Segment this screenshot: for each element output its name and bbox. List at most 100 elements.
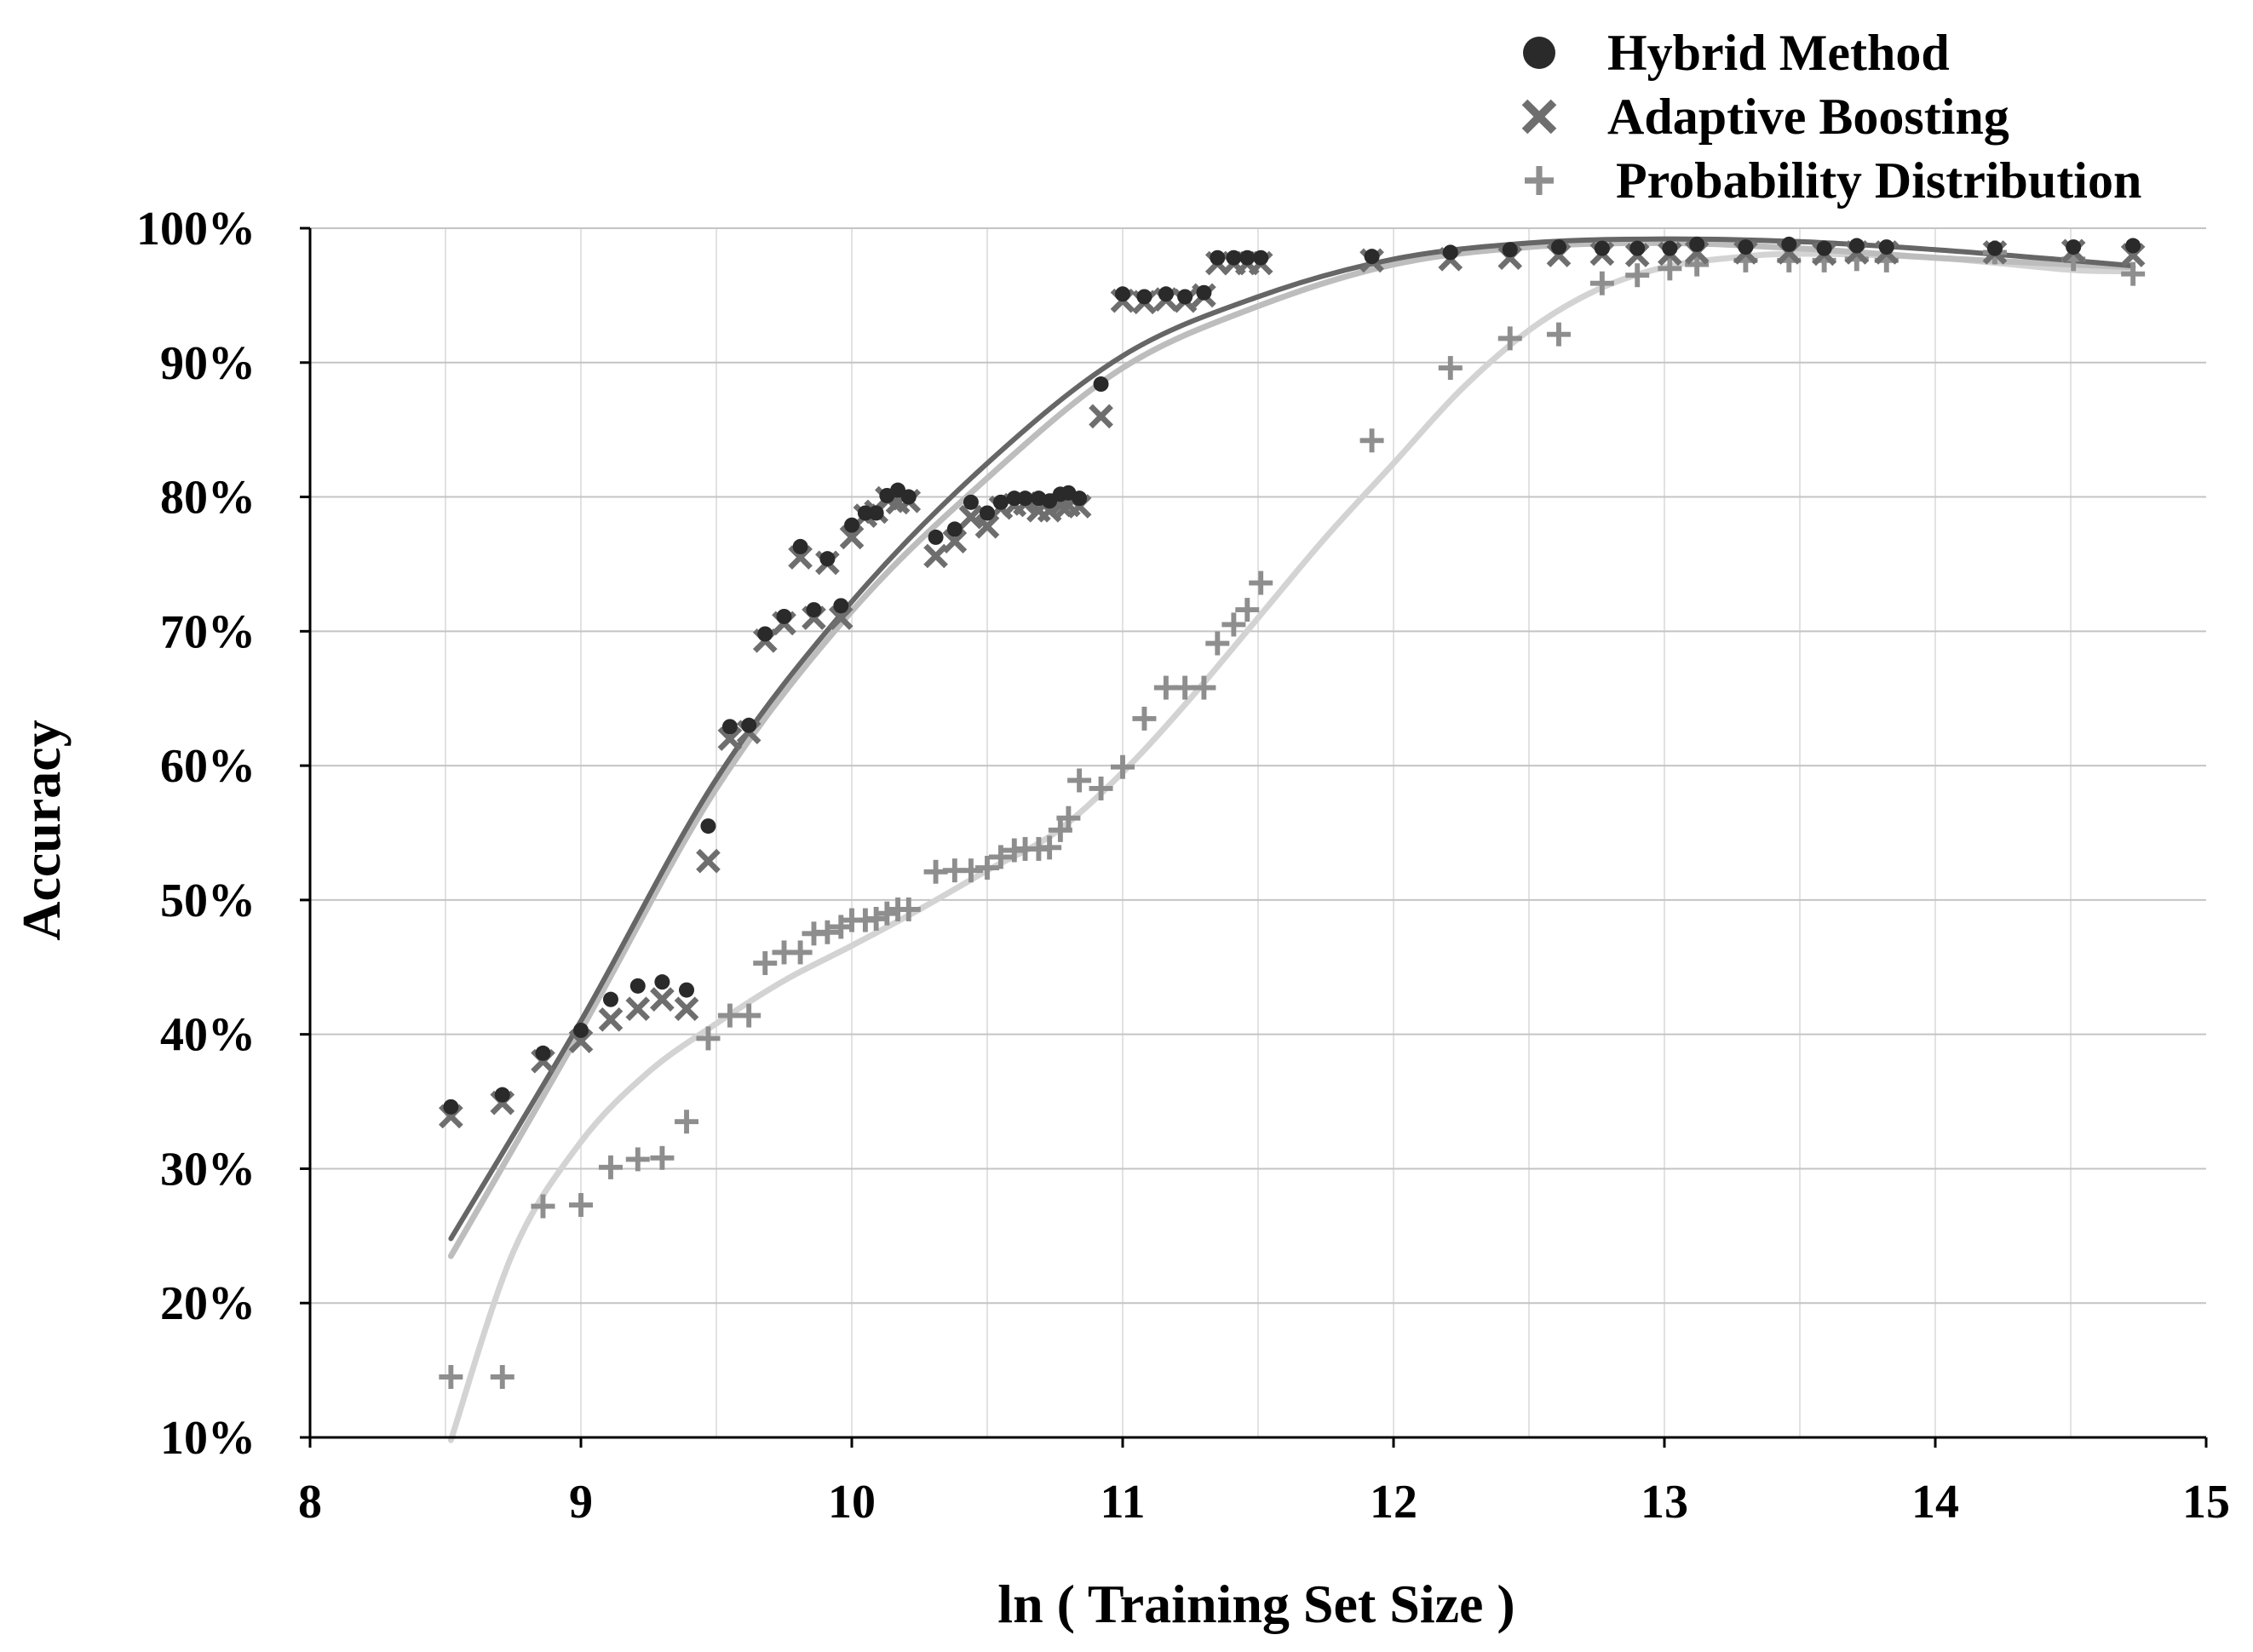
- y-tick-label: 100%: [136, 203, 256, 255]
- x-tick-label: 13: [1641, 1476, 1688, 1529]
- point-probability-distribution: [1359, 428, 1384, 453]
- point-hybrid-method: [1093, 376, 1109, 393]
- point-hybrid-method: [980, 505, 995, 521]
- point-hybrid-method: [857, 505, 873, 521]
- point-hybrid-method: [900, 489, 917, 505]
- point-adaptive-boosting-stroke: [958, 504, 984, 530]
- gridlines: [310, 227, 2206, 1437]
- point-probability-distribution: [1132, 706, 1157, 731]
- point-hybrid-method: [1629, 240, 1646, 256]
- point-hybrid-method: [535, 1045, 551, 1061]
- point-hybrid-method: [1072, 490, 1088, 507]
- point-adaptive-boosting: [839, 525, 865, 550]
- point-adaptive-boosting-stroke: [828, 605, 853, 630]
- point-hybrid-method: [1502, 242, 1518, 258]
- point-adaptive-boosting: [696, 848, 721, 874]
- y-tick-label: 40%: [160, 1009, 256, 1062]
- x-axis-title: ln ( Training Set Size ): [997, 1574, 1514, 1634]
- point-adaptive-boosting-stroke: [1089, 404, 1113, 429]
- trendline-hybrid-method: [448, 236, 2136, 1242]
- point-probability-distribution: [737, 1003, 762, 1028]
- point-hybrid-method: [494, 1087, 510, 1103]
- point-adaptive-boosting: [788, 545, 813, 570]
- point-hybrid-method: [2125, 238, 2141, 254]
- point-adaptive-boosting-stroke: [788, 545, 813, 570]
- point-probability-distribution: [696, 1026, 721, 1051]
- point-hybrid-method: [443, 1098, 459, 1115]
- point-hybrid-method: [1442, 244, 1458, 261]
- point-hybrid-method: [1017, 490, 1033, 507]
- point-hybrid-method: [928, 529, 944, 545]
- legend-icon-adaptive-boosting-stroke: [1521, 99, 1557, 135]
- point-hybrid-method: [1115, 286, 1130, 302]
- point-probability-distribution: [864, 906, 888, 931]
- point-hybrid-method: [1136, 289, 1152, 305]
- point-probability-distribution: [1056, 806, 1081, 830]
- point-probability-distribution: [1048, 817, 1072, 842]
- legend-label-adaptive-boosting: Adaptive Boosting: [1607, 89, 2009, 145]
- point-hybrid-method: [1594, 240, 1610, 256]
- point-adaptive-boosting-stroke: [625, 996, 651, 1022]
- point-hybrid-method: [844, 517, 859, 533]
- point-hybrid-method: [629, 978, 646, 994]
- legend-icon-adaptive-boosting: [1521, 99, 1557, 135]
- point-hybrid-method: [806, 602, 822, 618]
- point-hybrid-method: [819, 551, 836, 567]
- point-adaptive-boosting: [717, 726, 743, 751]
- legend-icon-hybrid-method: [1523, 37, 1555, 69]
- y-tick-label: 50%: [160, 875, 256, 927]
- point-adaptive-boosting: [598, 1007, 624, 1032]
- point-probability-distribution: [439, 1365, 463, 1389]
- y-tick-label: 80%: [160, 472, 256, 525]
- data-points: [439, 236, 2146, 1389]
- point-hybrid-method: [573, 1022, 589, 1038]
- point-probability-distribution: [975, 856, 999, 880]
- x-tick-label: 14: [1911, 1476, 1959, 1529]
- point-hybrid-method: [946, 521, 963, 537]
- y-tick-label: 60%: [160, 740, 256, 793]
- point-hybrid-method: [654, 974, 670, 990]
- point-hybrid-method: [1158, 286, 1174, 302]
- point-hybrid-method: [1006, 490, 1022, 507]
- point-adaptive-boosting-stroke: [839, 525, 865, 550]
- point-probability-distribution: [1589, 271, 1614, 295]
- point-probability-distribution: [1546, 322, 1571, 347]
- point-probability-distribution: [1249, 571, 1273, 595]
- point-hybrid-method: [1986, 240, 2003, 256]
- point-adaptive-boosting: [674, 996, 699, 1022]
- point-probability-distribution: [531, 1194, 555, 1219]
- point-hybrid-method: [1662, 240, 1678, 256]
- point-hybrid-method: [2066, 239, 2082, 255]
- y-tick-label: 90%: [160, 337, 256, 390]
- point-adaptive-boosting-stroke: [974, 513, 1000, 539]
- point-adaptive-boosting: [942, 529, 968, 554]
- point-hybrid-method: [1781, 236, 1797, 252]
- point-adaptive-boosting: [828, 605, 853, 630]
- point-probability-distribution: [1192, 675, 1216, 700]
- axes: [300, 227, 2208, 1448]
- point-hybrid-method: [1253, 250, 1269, 266]
- y-tick-label: 70%: [160, 605, 256, 658]
- point-adaptive-boosting-stroke: [674, 996, 699, 1022]
- point-probability-distribution: [1111, 754, 1135, 779]
- point-hybrid-method: [602, 991, 618, 1007]
- x-tick-label: 15: [2182, 1476, 2230, 1529]
- point-probability-distribution: [1067, 768, 1092, 793]
- point-hybrid-method: [1177, 289, 1193, 305]
- x-tick-label: 10: [828, 1476, 876, 1529]
- point-adaptive-boosting-stroke: [942, 529, 968, 554]
- point-adaptive-boosting-stroke: [568, 1029, 594, 1053]
- point-adaptive-boosting: [650, 987, 675, 1012]
- point-hybrid-method: [721, 719, 738, 735]
- point-probability-distribution: [988, 845, 1013, 869]
- point-hybrid-method: [1816, 240, 1832, 256]
- point-probability-distribution: [490, 1365, 514, 1389]
- point-probability-distribution: [1658, 256, 1682, 281]
- point-probability-distribution: [598, 1155, 623, 1179]
- point-hybrid-method: [1689, 236, 1705, 252]
- point-adaptive-boosting: [1089, 404, 1113, 429]
- point-hybrid-method: [741, 717, 757, 733]
- point-hybrid-method: [1196, 284, 1212, 301]
- point-adaptive-boosting: [625, 996, 651, 1022]
